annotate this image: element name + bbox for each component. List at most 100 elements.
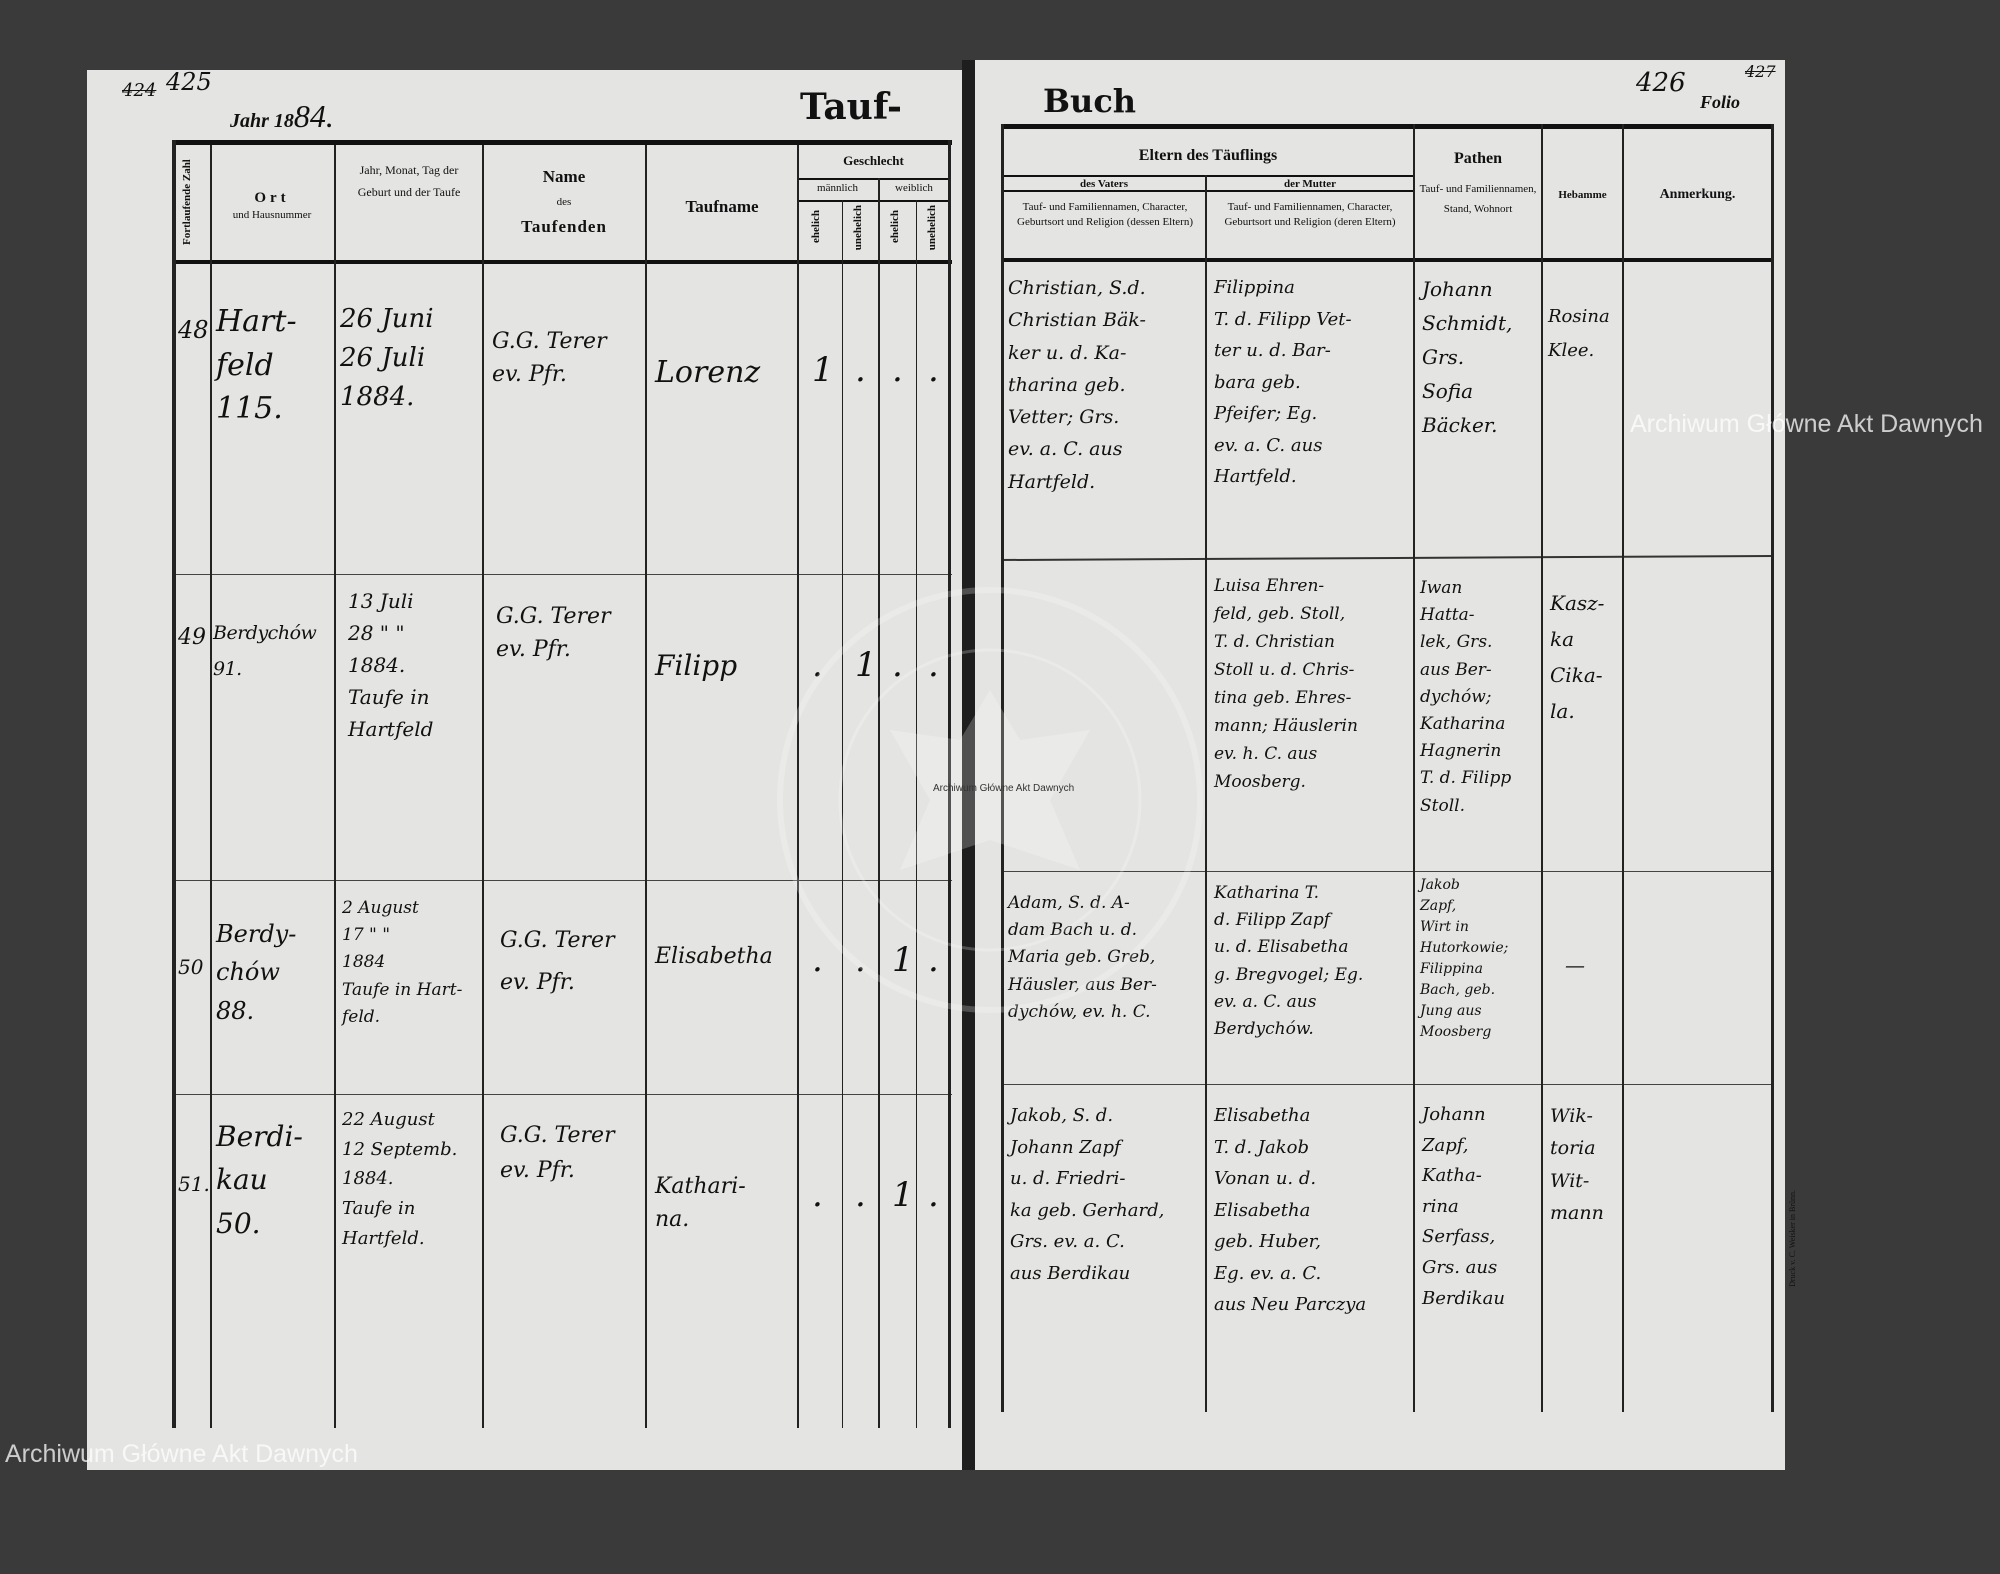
header-ort: Ort und Hausnummer xyxy=(212,188,332,223)
col-line xyxy=(842,200,843,1428)
entry-pathen: Iwan Hatta- lek, Grs. aus Ber- dychów; K… xyxy=(1420,578,1512,816)
folio-label: Folio xyxy=(1700,92,1741,112)
header-taufname: Taufname xyxy=(685,197,759,216)
mark-w-ehelich: . xyxy=(892,645,903,685)
entry-taufname: Elisabetha xyxy=(655,944,773,969)
header-m-ehelich: ehelich xyxy=(810,210,822,243)
header-vater: des Vaters xyxy=(1080,178,1128,190)
header-fortlaufende-zahl: Fortlaufende Zahl xyxy=(181,159,193,246)
entry-number: 51. xyxy=(178,1172,210,1196)
year-label-printed: Jahr 18 xyxy=(230,110,294,132)
col-line xyxy=(948,140,951,1428)
mark-w-ehelich: . xyxy=(892,350,903,390)
header-hebamme: Hebamme xyxy=(1558,189,1607,201)
entry-hebamme: — xyxy=(1565,953,1585,977)
col-line xyxy=(1771,124,1774,1412)
geschlecht-rule xyxy=(797,178,950,180)
col-line xyxy=(797,145,799,1428)
row-divider xyxy=(1001,1084,1773,1085)
col-line xyxy=(1413,124,1415,1412)
title-buch: Buch xyxy=(1043,82,1137,120)
right-page xyxy=(975,60,1785,1470)
header-eltern: Eltern des Täuflings xyxy=(1138,147,1278,164)
title-tauf: Tauf- xyxy=(800,86,902,128)
col-line xyxy=(1541,124,1543,1412)
watermark: Archiwum Główne Akt Dawnych xyxy=(933,783,1075,794)
header-ort-sub: und Hausnummer xyxy=(232,209,312,222)
header-ort-title: Ort xyxy=(254,190,290,206)
header-mutter: der Mutter xyxy=(1283,178,1337,190)
header-vater-sub: Tauf- und Familiennamen, Character, Gebu… xyxy=(1017,201,1193,228)
entry-vater: Christian, S.d. Christian Bäk- ker u. d.… xyxy=(1008,277,1146,493)
entry-datum: 13 Juli 28 " " 1884. Taufe in Hartfeld xyxy=(348,589,434,741)
entry-pfarrer: G.G. Terer ev. Pfr. xyxy=(500,928,615,995)
eltern-rule xyxy=(1001,175,1413,177)
entry-pathen: Johann Schmidt, Grs. Sofia Bäcker. xyxy=(1422,277,1513,437)
header-mutter-sub: Tauf- und Familiennamen, Character, Gebu… xyxy=(1224,201,1396,228)
entry-mutter: Elisabetha T. d. Jakob Vonan u. d. Elisa… xyxy=(1214,1105,1367,1315)
header-w-unehelich: unehelich xyxy=(926,205,938,251)
header-name-des: des xyxy=(556,195,572,208)
entry-pfarrer: G.G. Terer ev. Pfr. xyxy=(492,329,607,387)
year-handwritten: 84. xyxy=(293,98,334,134)
archive-stamp-eagle-icon xyxy=(777,587,1203,1013)
header-pathen: Pathen xyxy=(1454,150,1502,167)
entry-hebamme: Wik- toria Wit- mann xyxy=(1550,1105,1604,1224)
left-page xyxy=(87,70,962,1470)
entry-pathen: Johann Zapf, Katha- rina Serfass, Grs. a… xyxy=(1422,1104,1505,1309)
folio-right: 426 xyxy=(1636,68,1686,98)
entry-vater: Adam, S. d. A- dam Bach u. d. Maria geb.… xyxy=(1008,893,1157,1022)
book-gutter xyxy=(962,60,975,1470)
entry-number: 49 xyxy=(178,625,206,650)
printer-credit: Druck v. C. Weisker in Brünn. xyxy=(1788,1190,1797,1287)
entry-pfarrer: G.G. Terer ev. Pfr. xyxy=(496,604,611,662)
entry-number: 50 xyxy=(178,955,204,979)
col-line xyxy=(482,145,484,1428)
entry-ort: Berdy- chów 88. xyxy=(216,920,297,1025)
mark-m-ehelich: . xyxy=(812,940,823,980)
entry-mutter: Luisa Ehren- feld, geb. Stoll, T. d. Chr… xyxy=(1214,576,1358,793)
table-top-rule xyxy=(172,140,952,145)
entry-hebamme: Kasz- ka Cika- la. xyxy=(1550,591,1605,723)
entry-ort: Hart- feld 115. xyxy=(216,304,297,426)
entry-datum: 2 August 17 " " 1884 Taufe in Hart- feld… xyxy=(342,898,463,1027)
watermark: Archiwum Główne Akt Dawnych xyxy=(5,1440,358,1468)
table-top-rule xyxy=(1001,124,1773,129)
header-w-ehelich: ehelich xyxy=(889,210,901,243)
mark-m-unehelich: . xyxy=(855,350,866,390)
row-divider xyxy=(172,1094,952,1095)
entry-datum: 26 Juni 26 Juli 1884. xyxy=(340,304,434,412)
mark-m-unehelich: 1 xyxy=(855,645,877,685)
entry-ort: Berdychów 91. xyxy=(213,622,317,681)
col-line xyxy=(878,178,880,1428)
mark-w-ehelich: 1 xyxy=(892,940,914,980)
folio-old-right: 427 xyxy=(1745,62,1776,81)
mark-w-unehelich: . xyxy=(928,350,939,390)
entry-hebamme: Rosina Klee. xyxy=(1548,306,1610,362)
mark-m-ehelich: . xyxy=(812,1175,823,1215)
row-divider xyxy=(172,880,952,881)
header-geschlecht: Geschlecht xyxy=(843,153,904,168)
header-rule xyxy=(1001,258,1773,262)
year-label: Jahr 1884. xyxy=(230,98,334,135)
row-divider xyxy=(1001,871,1773,872)
watermark: Archiwum Główne Akt Dawnych xyxy=(1630,410,1983,438)
header-name: Name des Taufenden xyxy=(484,166,644,239)
header-name-sub: Taufenden xyxy=(521,216,607,236)
col-line xyxy=(916,200,917,1428)
mark-m-unehelich: . xyxy=(855,1175,866,1215)
folio-old-left: 424 xyxy=(122,80,157,101)
col-line xyxy=(1622,124,1624,1412)
row-divider xyxy=(172,574,952,575)
entry-taufname: Lorenz xyxy=(655,355,761,390)
header-name-title: Name xyxy=(542,167,586,186)
mark-m-unehelich: . xyxy=(855,940,866,980)
folio-left: 425 xyxy=(166,68,212,96)
entry-taufname: Kathari- na. xyxy=(655,1174,746,1232)
mark-w-ehelich: 1 xyxy=(892,1175,914,1215)
entry-number: 48 xyxy=(178,316,209,344)
col-line xyxy=(1001,124,1004,1412)
col-line xyxy=(645,145,647,1428)
header-maennlich: männlich xyxy=(817,182,858,194)
entry-datum: 22 August 12 Septemb. 1884. Taufe in Har… xyxy=(342,1109,458,1249)
